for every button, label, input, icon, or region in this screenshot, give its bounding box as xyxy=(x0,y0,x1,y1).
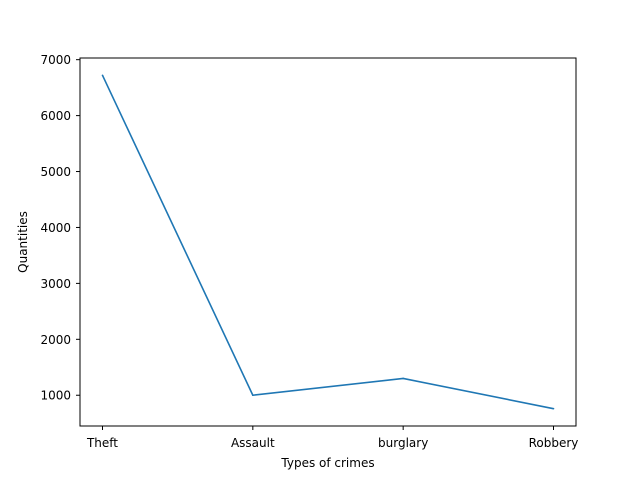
x-tick-label: Theft xyxy=(86,436,118,450)
y-tick-label: 5000 xyxy=(40,165,71,179)
y-tick-label: 1000 xyxy=(40,389,71,403)
y-tick-label: 4000 xyxy=(40,221,71,235)
data-point xyxy=(552,407,555,410)
data-point xyxy=(402,377,404,380)
x-tick-label: Robbery xyxy=(529,436,579,450)
y-axis-ticks: 1000 2000 3000 4000 5000 6000 7000 xyxy=(40,53,80,403)
y-tick-label: 6000 xyxy=(40,109,71,123)
x-axis-ticks: Theft Assault burglary Robbery xyxy=(86,426,578,450)
x-axis-label: Types of crimes xyxy=(280,456,374,470)
x-tick-label: Assault xyxy=(231,436,275,450)
series-line xyxy=(101,74,554,410)
plot-frame xyxy=(79,57,577,427)
series-layer xyxy=(101,74,555,410)
data-point xyxy=(252,394,254,397)
y-tick-label: 2000 xyxy=(40,333,71,347)
y-tick-label: 3000 xyxy=(40,277,71,291)
y-axis-label: Quantities xyxy=(16,211,30,273)
y-tick-label: 7000 xyxy=(40,53,71,67)
data-point xyxy=(101,74,104,77)
x-tick-label: burglary xyxy=(378,436,428,450)
